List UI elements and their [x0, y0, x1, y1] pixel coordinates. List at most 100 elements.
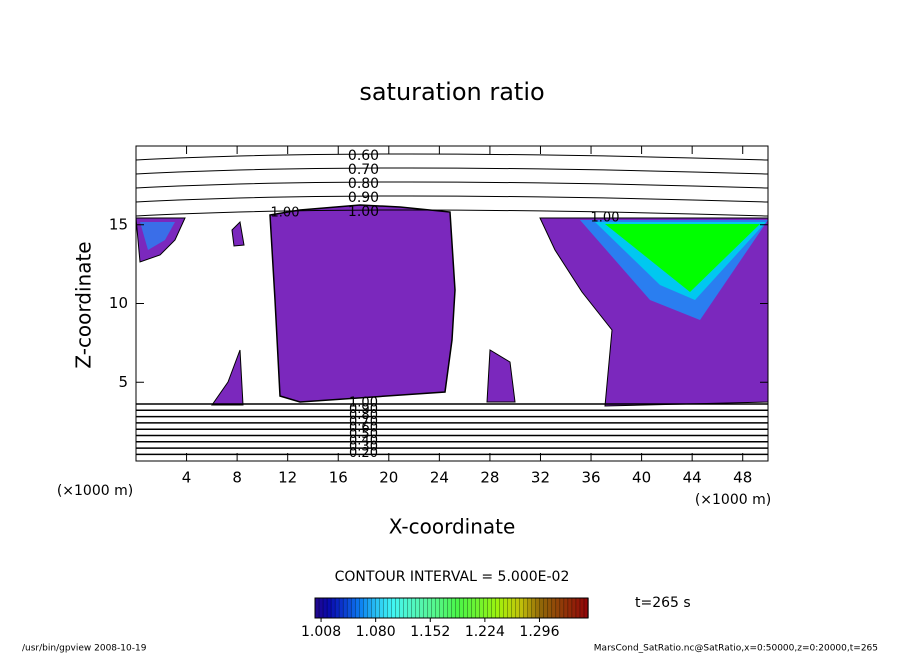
- colorbar-cell: [439, 597, 445, 619]
- colorbar-cell: [447, 597, 453, 619]
- contour-label: 0.90: [349, 402, 378, 417]
- colorbar-cell: [495, 597, 501, 619]
- contour-label: 0.60: [349, 421, 378, 436]
- y-tick-label: 5: [118, 373, 128, 391]
- colorbar-cell: [535, 597, 541, 619]
- colorbar-cell: [342, 597, 348, 619]
- contour-label: 0.80: [349, 408, 378, 423]
- colorbar-cell: [427, 597, 433, 619]
- y-tick-label: 15: [109, 215, 128, 233]
- colorbar-cell: [471, 597, 477, 619]
- contour-label: 1.00: [348, 204, 379, 220]
- colorbar-cell: [475, 597, 481, 619]
- supersaturated-region: [486, 349, 516, 403]
- regions: [135, 204, 769, 407]
- colorbar-cell: [571, 597, 577, 619]
- colorbar-cell: [359, 597, 364, 619]
- colorbar-cell: [555, 597, 561, 619]
- colorbar-cell: [527, 597, 533, 619]
- x-unit-label: (×1000 m): [695, 492, 771, 508]
- colorbar-cell: [487, 597, 493, 619]
- contour-label: 1.00: [591, 211, 620, 226]
- colorbar-cell: [459, 597, 465, 619]
- supersaturated-region: [269, 204, 456, 403]
- contour-interval: CONTOUR INTERVAL = 5.000E-02: [335, 569, 570, 585]
- contour-label: 0.20: [349, 446, 378, 461]
- colorbar-cell: [479, 597, 485, 619]
- x-tick-label: 48: [733, 469, 752, 487]
- colorbar-cell: [443, 597, 449, 619]
- supersaturated-region: [605, 224, 760, 292]
- colorbar-cell: [491, 597, 497, 619]
- x-tick-label: 8: [232, 469, 242, 487]
- y-tick-label: 10: [109, 294, 128, 312]
- supersaturated-region: [231, 220, 245, 247]
- footer-left: /usr/bin/gpview 2008-10-19: [22, 644, 147, 654]
- contour-label: 1.00: [271, 206, 300, 221]
- colorbar-frame: [314, 597, 589, 619]
- contour-line: [135, 167, 769, 175]
- colorbar-cell: [330, 597, 336, 619]
- contour-line: [135, 181, 769, 189]
- supersaturated-region: [140, 222, 175, 250]
- colorbar-cell: [423, 597, 429, 619]
- colorbar-cell: [547, 597, 553, 619]
- colorbar-cell: [350, 597, 356, 619]
- x-tick-label: 4: [182, 469, 192, 487]
- x-tick-label: 24: [430, 469, 449, 487]
- colorbar-cell: [375, 597, 380, 619]
- x-tick-label: 12: [278, 469, 297, 487]
- x-tick-label: 20: [379, 469, 398, 487]
- x-unit-label: (×1000 m): [57, 483, 133, 499]
- colorbar-tick-label: 1.080: [356, 624, 396, 640]
- colorbar-cell: [387, 597, 392, 619]
- x-tick-label: 32: [531, 469, 550, 487]
- contour-line: [135, 209, 769, 217]
- colorbar-cell: [551, 597, 557, 619]
- colorbar-cell: [431, 597, 437, 619]
- supersaturated-region: [211, 349, 244, 406]
- colorbar-tick-label: 1.224: [465, 624, 505, 640]
- x-tick-label: 36: [581, 469, 600, 487]
- contour-label: 0.70: [348, 162, 379, 178]
- contour-line: [135, 195, 769, 203]
- colorbar-cell: [451, 597, 457, 619]
- colorbar-cell: [314, 597, 320, 619]
- colorbar-cell: [539, 597, 545, 619]
- colorbar-cell: [563, 597, 569, 619]
- colorbar-cell: [499, 597, 505, 619]
- contour-label: 0.90: [348, 190, 379, 206]
- contour-label: 0.70: [349, 414, 378, 429]
- contour-label: 0.60: [348, 148, 379, 164]
- colorbar-cell: [334, 597, 340, 619]
- colorbar-cell: [531, 597, 537, 619]
- colorbar-cell: [379, 597, 384, 619]
- colorbar-tick-label: 1.008: [301, 624, 341, 640]
- colorbar-cell: [371, 597, 376, 619]
- colorbar-cell: [346, 597, 352, 619]
- colorbar-cell: [503, 597, 509, 619]
- colorbar-cell: [407, 597, 413, 619]
- colorbar-cell: [415, 597, 421, 619]
- x-tick-label: 44: [683, 469, 702, 487]
- colorbar-cell: [395, 597, 400, 619]
- colorbar-tick-label: 1.152: [410, 624, 450, 640]
- colorbar-cell: [391, 597, 396, 619]
- colorbar-cell: [559, 597, 565, 619]
- contour-line: [135, 153, 769, 161]
- x-tick-label: 40: [632, 469, 651, 487]
- colorbar-cell: [435, 597, 441, 619]
- colorbar-cell: [507, 597, 513, 619]
- colorbar-cell: [419, 597, 425, 619]
- colorbar-cell: [363, 597, 368, 619]
- x-tick-label: 28: [480, 469, 499, 487]
- colorbar-cell: [354, 597, 360, 619]
- chart-title: saturation ratio: [359, 78, 544, 106]
- colorbar-cell: [511, 597, 517, 619]
- colorbar-cell: [411, 597, 417, 619]
- colorbar-cell: [399, 597, 404, 619]
- contour-label: 1.00: [349, 396, 378, 411]
- colorbar-cell: [467, 597, 473, 619]
- colorbar-cell: [463, 597, 469, 619]
